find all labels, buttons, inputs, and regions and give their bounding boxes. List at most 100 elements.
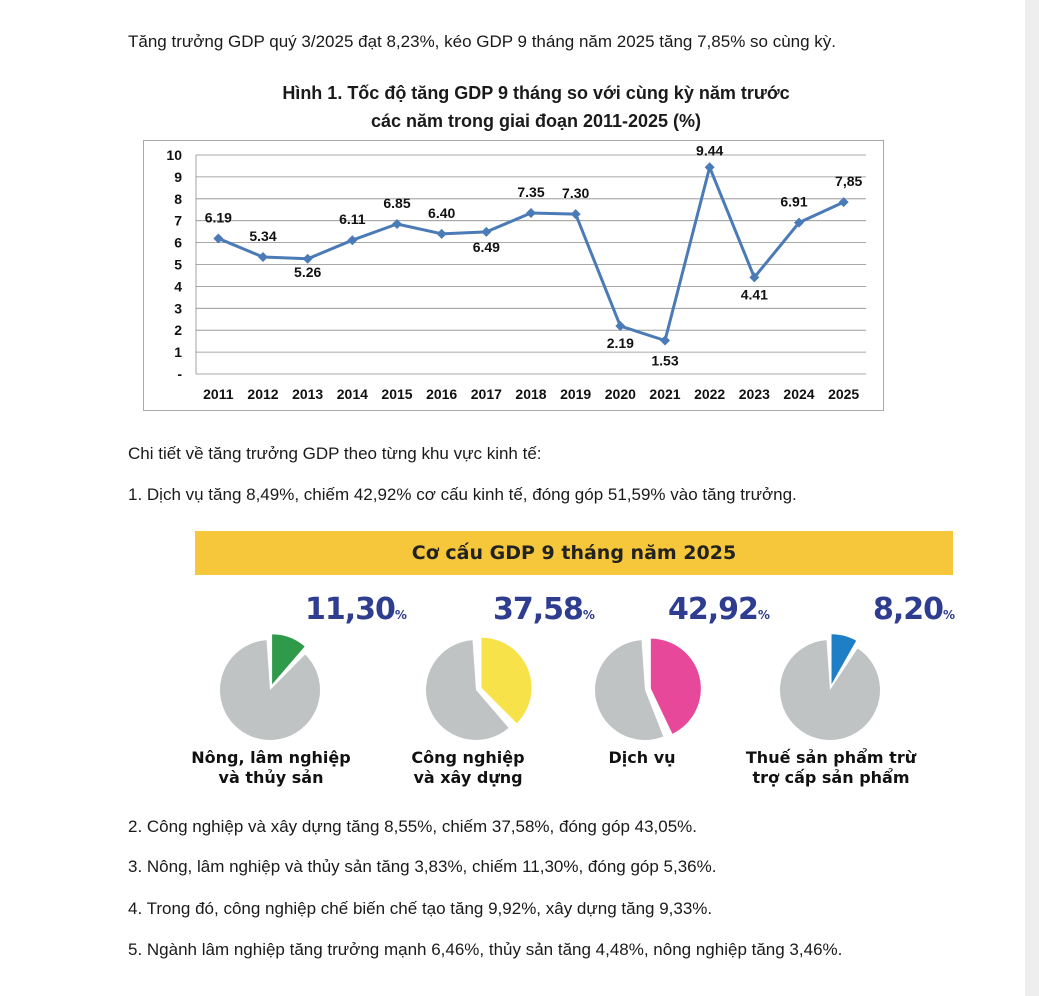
pct-taxes-value: 8,20 bbox=[873, 592, 944, 627]
y-tick-label: - bbox=[177, 366, 182, 382]
data-label: 7,85 bbox=[835, 173, 862, 189]
data-label: 1.53 bbox=[651, 352, 678, 368]
label-taxes-line2: trợ cấp sản phẩm bbox=[752, 768, 910, 787]
item-5-sub-sectors: 5. Ngành lâm nghiệp tăng trưởng mạnh 6,4… bbox=[128, 940, 843, 959]
x-tick-label: 2016 bbox=[426, 386, 457, 402]
y-tick-label: 7 bbox=[174, 213, 182, 229]
data-point bbox=[794, 217, 804, 228]
x-tick-label: 2023 bbox=[739, 386, 770, 402]
figure-title-line2: các năm trong giai đoạn 2011-2025 (%) bbox=[370, 111, 702, 131]
pct-agriculture-value: 11,30 bbox=[305, 592, 396, 627]
label-services-line1: Dịch vụ bbox=[608, 748, 676, 767]
pct-taxes: 8,20% bbox=[873, 592, 955, 627]
data-label: 6.40 bbox=[428, 205, 455, 221]
data-label: 4.41 bbox=[741, 286, 768, 302]
pct-services: 42,92% bbox=[668, 592, 770, 627]
pie-rest-taxes bbox=[779, 640, 881, 740]
data-label: 7.30 bbox=[562, 185, 589, 201]
label-agriculture-line1: Nông, lâm nghiệp bbox=[191, 748, 351, 767]
data-point bbox=[302, 253, 313, 264]
item-4-manufacturing: 4. Trong đó, công nghiệp chế biến chế tạ… bbox=[128, 899, 713, 918]
item-2-industry: 2. Công nghiệp và xây dựng tăng 8,55%, c… bbox=[128, 817, 698, 836]
data-label: 5.26 bbox=[294, 264, 321, 280]
x-tick-label: 2024 bbox=[783, 386, 814, 402]
item-1-services: 1. Dịch vụ tăng 8,49%, chiếm 42,92% cơ c… bbox=[128, 485, 797, 504]
x-tick-label: 2020 bbox=[605, 386, 636, 402]
x-tick-label: 2011 bbox=[203, 386, 234, 402]
data-label: 7.35 bbox=[517, 184, 544, 200]
pie-rest-services bbox=[595, 640, 664, 741]
label-industry: Công nghiệp và xây dựng bbox=[368, 748, 568, 788]
data-label: 6.49 bbox=[473, 239, 500, 255]
pct-services-value: 42,92 bbox=[668, 592, 759, 627]
label-industry-line2: và xây dựng bbox=[413, 768, 523, 787]
figure-title-line1: Hình 1. Tốc độ tăng GDP 9 tháng so với c… bbox=[282, 83, 790, 103]
intro-paragraph: Tăng trưởng GDP quý 3/2025 đạt 8,23%, ké… bbox=[128, 32, 837, 51]
pct-agriculture-sign: % bbox=[394, 608, 407, 622]
data-point bbox=[436, 228, 447, 239]
gdp-growth-line-chart: - 1 2 3 4 5 6 7 8 9 10 2011 2012 2013 2014 2015 2016 2017… bbox=[143, 140, 884, 411]
label-agriculture: Nông, lâm nghiệp và thủy sản bbox=[171, 748, 371, 788]
data-label: 2.19 bbox=[607, 335, 634, 351]
data-point bbox=[660, 335, 670, 346]
label-agriculture-line2: và thủy sản bbox=[218, 768, 324, 787]
data-point bbox=[570, 209, 581, 220]
pie-slice-industry bbox=[481, 637, 532, 724]
item-3-agriculture: 3. Nông, lâm nghiệp và thủy sản tăng 3,8… bbox=[128, 857, 717, 876]
pie-rest-industry bbox=[426, 640, 509, 740]
data-label: 5.34 bbox=[249, 228, 276, 244]
pie-slice-agriculture bbox=[272, 634, 305, 685]
line-chart-svg: - 1 2 3 4 5 6 7 8 9 10 2011 2012 2013 2014 2015 2016 2017… bbox=[166, 142, 866, 402]
pie-slice-services bbox=[650, 638, 701, 734]
x-tick-label: 2013 bbox=[292, 386, 323, 402]
data-point bbox=[526, 208, 536, 219]
x-tick-label: 2018 bbox=[515, 386, 546, 402]
data-point bbox=[213, 233, 224, 244]
label-taxes: Thuế sản phẩm trừ trợ cấp sản phẩm bbox=[731, 748, 931, 788]
x-tick-label: 2014 bbox=[337, 386, 368, 402]
gdp-structure-banner: Cơ cấu GDP 9 tháng năm 2025 bbox=[195, 531, 953, 575]
x-tick-label: 2021 bbox=[649, 386, 680, 402]
pie-rest-agriculture bbox=[219, 640, 320, 740]
y-tick-label: 4 bbox=[174, 278, 182, 294]
data-point bbox=[749, 272, 760, 283]
y-tick-label: 8 bbox=[174, 191, 182, 207]
data-point bbox=[347, 235, 358, 246]
y-tick-label: 6 bbox=[174, 235, 182, 251]
data-label: 6.91 bbox=[780, 194, 807, 210]
pct-industry-sign: % bbox=[582, 608, 595, 622]
label-services: Dịch vụ bbox=[542, 748, 742, 768]
y-tick-label: 3 bbox=[174, 300, 182, 316]
data-label: 6.11 bbox=[339, 211, 366, 227]
x-tick-label: 2025 bbox=[828, 386, 859, 402]
data-label: 6.19 bbox=[205, 209, 232, 225]
x-tick-label: 2017 bbox=[471, 386, 502, 402]
pct-services-sign: % bbox=[757, 608, 770, 622]
y-tick-label: 9 bbox=[174, 169, 182, 185]
data-label: 6.85 bbox=[383, 195, 410, 211]
data-point bbox=[481, 226, 492, 237]
pie-slice-taxes bbox=[831, 634, 857, 685]
x-tick-label: 2012 bbox=[247, 386, 278, 402]
data-point bbox=[615, 321, 626, 332]
y-tick-label: 10 bbox=[166, 147, 182, 163]
y-tick-label: 2 bbox=[174, 322, 182, 338]
x-tick-label: 2022 bbox=[694, 386, 725, 402]
y-tick-label: 5 bbox=[174, 257, 182, 273]
pct-industry: 37,58% bbox=[493, 592, 595, 627]
data-point bbox=[838, 197, 849, 208]
y-tick-label: 1 bbox=[174, 344, 182, 360]
pct-taxes-sign: % bbox=[943, 608, 955, 622]
x-tick-label: 2015 bbox=[381, 386, 412, 402]
data-point bbox=[704, 162, 715, 173]
x-tick-label: 2019 bbox=[560, 386, 591, 402]
data-point bbox=[258, 252, 268, 263]
data-label: 9.44 bbox=[696, 142, 723, 158]
label-industry-line1: Công nghiệp bbox=[411, 748, 525, 767]
label-taxes-line1: Thuế sản phẩm trừ bbox=[745, 748, 917, 767]
pct-industry-value: 37,58 bbox=[493, 592, 584, 627]
data-point bbox=[392, 218, 402, 229]
pct-agriculture: 11,30% bbox=[305, 592, 407, 627]
page-edge bbox=[1025, 0, 1039, 996]
